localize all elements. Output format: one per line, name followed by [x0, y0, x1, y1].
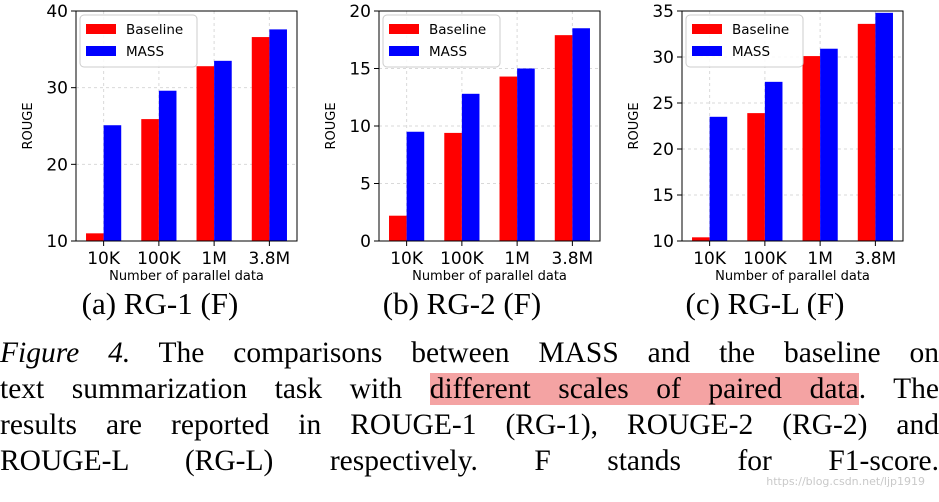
mass-bar [214, 60, 232, 242]
mass-bar [709, 116, 728, 241]
x-tick-label: 100K [137, 249, 181, 269]
y-tick-label: 35 [652, 2, 674, 22]
baseline-bar [692, 237, 710, 241]
baseline-bar [444, 132, 462, 241]
mass-bar [820, 48, 838, 241]
y-tick-label: 25 [652, 94, 674, 114]
caption-line: results are reported in ROUGE-1 (RG-1), … [0, 407, 939, 443]
y-tick-label: 10 [652, 232, 674, 252]
mass-bar [461, 93, 480, 241]
baseline-bar [802, 56, 821, 241]
y-tick-label: 40 [46, 2, 68, 22]
caption-line: text summarization task with different s… [0, 371, 939, 407]
baseline-bar [86, 233, 104, 241]
caption-text: . The [858, 373, 939, 405]
y-axis-label: ROUGE [324, 102, 339, 149]
legend-label: Baseline [429, 22, 486, 38]
legend-label: Baseline [126, 22, 183, 38]
x-axis-label: Number of parallel data [715, 269, 870, 284]
caption-text: The comparisons between MASS and the bas… [130, 337, 939, 369]
legend-swatch [86, 46, 116, 56]
caption-text: results are reported in ROUGE-1 (RG-1), … [0, 409, 939, 441]
figure-caption: Figure 4. The comparisons between MASS a… [0, 335, 939, 479]
legend-label: Baseline [732, 22, 789, 38]
y-tick-label: 0 [360, 232, 371, 252]
legend: Baseline MASS [79, 14, 198, 68]
chart-panel-a: 10 20 30 40 10K 100K 1M 3.8M Number of parallel … [0, 0, 310, 290]
mass-bar [269, 29, 287, 242]
x-tick-label: 3.8M [855, 249, 897, 269]
x-tick-label: 10K [693, 249, 727, 269]
x-tick-label: 100K [440, 249, 484, 269]
x-axis-label: Number of parallel data [109, 269, 264, 284]
x-tick-label: 10K [87, 249, 121, 269]
legend-label: MASS [429, 44, 467, 60]
legend-swatch [692, 24, 722, 34]
y-tick-label: 15 [349, 60, 371, 80]
legend: Baseline MASS [382, 14, 501, 68]
x-tick-label: 3.8M [552, 249, 594, 269]
mass-bar [103, 125, 122, 241]
baseline-bar [554, 35, 573, 242]
y-tick-label: 20 [349, 2, 371, 22]
plot-frame [681, 10, 904, 242]
x-tick-label: 1M [807, 249, 832, 269]
mass-bar [875, 12, 893, 242]
x-tick-label: 3.8M [249, 249, 291, 269]
y-tick-label: 20 [46, 155, 68, 175]
caption-line: Figure 4. The comparisons between MASS a… [0, 335, 939, 371]
y-tick-label: 15 [652, 186, 674, 206]
y-tick-label: 5 [360, 175, 371, 195]
x-tick-label: 1M [201, 249, 226, 269]
y-tick-label: 30 [46, 79, 68, 99]
caption-text: ROUGE-L (RG-L) respectively. F stands fo… [0, 445, 939, 477]
y-axis-label: ROUGE [21, 102, 36, 149]
baseline-bar [141, 119, 159, 241]
baseline-bar [747, 113, 765, 241]
mass-bar [764, 81, 783, 241]
legend-swatch [389, 46, 419, 56]
legend: Baseline MASS [685, 14, 804, 68]
chart-panel-b: 0 5 10 15 20 10K 100K 1M 3.8M Number of parallel … [303, 0, 613, 290]
subcaption-a: (a) RG-1 (F) [81, 286, 239, 321]
caption-line: ROUGE-L (RG-L) respectively. F stands fo… [0, 443, 939, 479]
y-tick-label: 10 [46, 232, 68, 252]
x-tick-label: 1M [504, 249, 529, 269]
baseline-bar [857, 23, 876, 241]
baseline-bar [196, 66, 215, 241]
y-tick-label: 10 [349, 117, 371, 137]
watermark: https://blog.csdn.net/ljp1919 [766, 475, 925, 488]
y-tick-label: 30 [652, 48, 674, 68]
figure-label: Figure 4. [0, 337, 131, 369]
mass-bar [406, 131, 425, 241]
chart-panel-c: 10 15 20 25 30 35 10K 100K 1M 3.8M Number of paral… [606, 0, 916, 290]
legend-label: MASS [732, 44, 770, 60]
subcaption-c: (c) RG-L (F) [685, 286, 845, 321]
y-tick-label: 20 [652, 140, 674, 160]
mass-bar [517, 68, 535, 241]
subcaption-b: (b) RG-2 (F) [382, 286, 542, 321]
legend-swatch [389, 24, 419, 34]
highlighted-text: different scales of paired data [429, 373, 859, 405]
x-axis-label: Number of parallel data [412, 269, 567, 284]
legend-swatch [86, 24, 116, 34]
mass-bar [158, 90, 177, 241]
baseline-bar [389, 215, 407, 241]
y-axis-label: ROUGE [627, 102, 642, 149]
legend-label: MASS [126, 44, 164, 60]
mass-bar [572, 28, 590, 241]
x-tick-label: 100K [743, 249, 787, 269]
caption-text: text summarization task with [0, 373, 430, 405]
plot-frame [75, 10, 298, 242]
baseline-bar [251, 37, 270, 241]
x-tick-label: 10K [390, 249, 424, 269]
legend-swatch [692, 46, 722, 56]
baseline-bar [499, 76, 518, 241]
